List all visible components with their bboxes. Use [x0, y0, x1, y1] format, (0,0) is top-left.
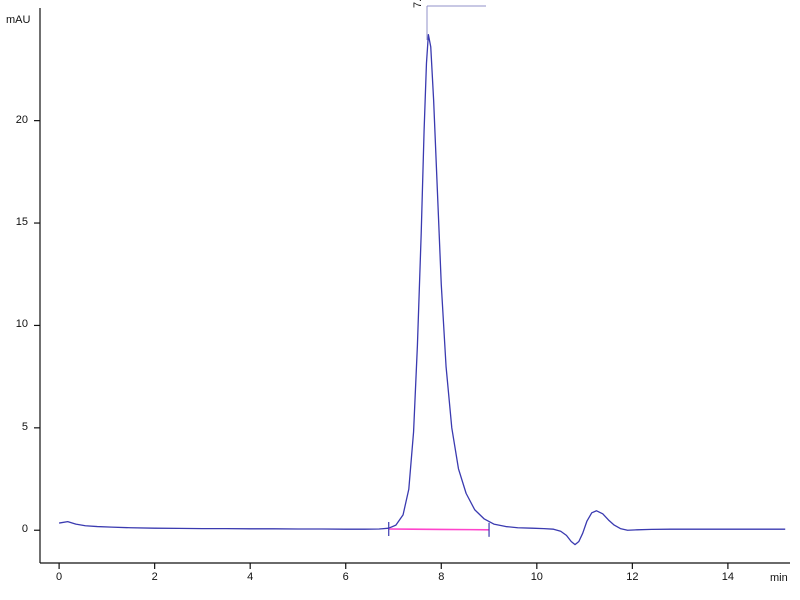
x-tick-label: 12: [626, 571, 639, 583]
x-axis-ticks: [58, 563, 729, 569]
peak-leader-line: [426, 5, 486, 40]
x-tick-label: 0: [56, 571, 63, 583]
series-group: [59, 33, 786, 546]
x-tick-label: 8: [438, 571, 445, 583]
x-tick-label: 2: [151, 571, 158, 583]
x-axis-unit-label: min: [770, 572, 788, 584]
x-tick-label: 14: [721, 571, 735, 583]
y-tick-label: 15: [15, 216, 28, 229]
y-tick-label: 0: [21, 523, 28, 536]
x-tick-label: 4: [247, 571, 254, 583]
axis-lines: [39, 8, 790, 564]
y-tick-label: 5: [21, 420, 28, 433]
x-tick-label: 6: [342, 571, 349, 583]
integration-marks: [388, 522, 490, 537]
y-tick-label: 20: [15, 113, 28, 126]
y-axis-ticks: [34, 120, 40, 531]
x-tick-label: 10: [530, 571, 543, 583]
y-axis-unit-label: mAU: [6, 14, 31, 26]
y-tick-label: 10: [15, 318, 28, 331]
